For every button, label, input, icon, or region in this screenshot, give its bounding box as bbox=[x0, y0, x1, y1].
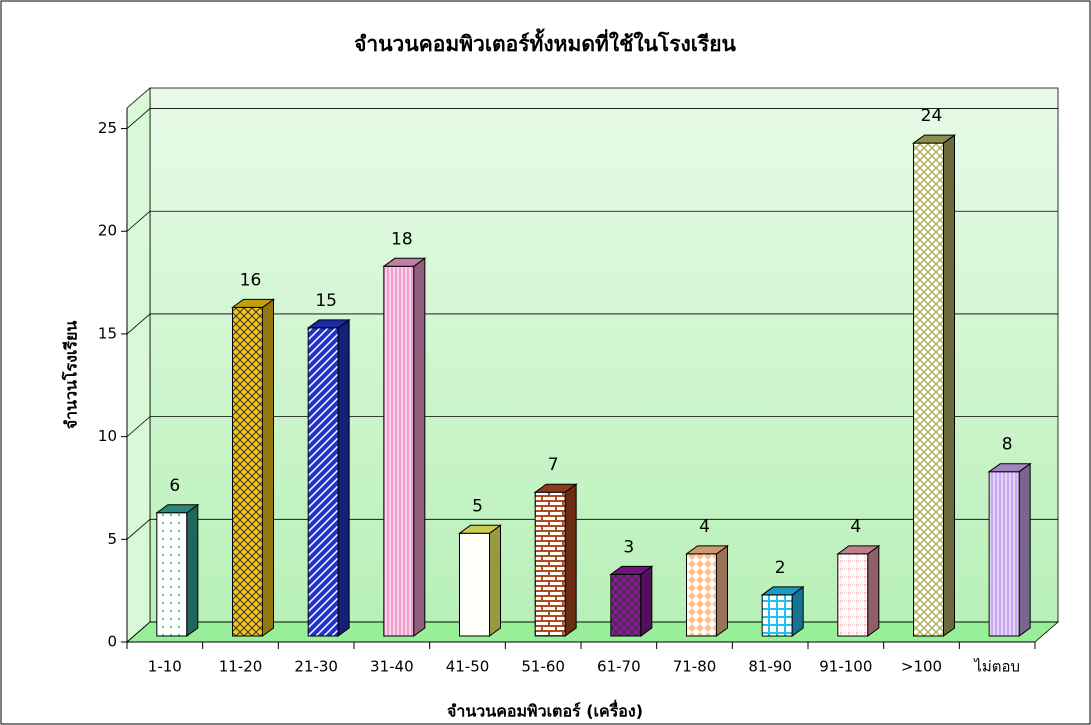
value-label: 15 bbox=[315, 291, 337, 311]
bar-side bbox=[413, 257, 426, 637]
value-label: 3 bbox=[623, 537, 634, 557]
bar-front bbox=[459, 532, 490, 637]
x-axis-title: จำนวนคอมพิวเตอร์ (เครื่อง) bbox=[447, 700, 643, 721]
chart-title: จำนวนคอมพิวเตอร์ทั้งหมดที่ใช้ในโรงเรียน bbox=[354, 28, 736, 56]
bar-front bbox=[913, 142, 944, 637]
bar-top bbox=[533, 483, 578, 493]
grid-line bbox=[126, 519, 151, 540]
bar bbox=[533, 483, 578, 637]
x-tick-label: 91-100 bbox=[819, 658, 872, 676]
grid-line bbox=[126, 416, 151, 437]
bar-top bbox=[684, 545, 730, 555]
x-tick-label: 1-10 bbox=[148, 658, 182, 676]
grid-line bbox=[126, 108, 151, 129]
bar-front bbox=[383, 265, 415, 637]
y-axis-title: จำนวนโรงเรียน bbox=[61, 321, 81, 430]
value-label: 5 bbox=[472, 496, 483, 516]
y-tick-label: 5 bbox=[107, 530, 117, 548]
value-label: 4 bbox=[699, 517, 710, 537]
bar-top bbox=[230, 298, 276, 308]
bar bbox=[457, 524, 503, 637]
bar-front bbox=[686, 553, 717, 637]
bar-top bbox=[760, 586, 805, 596]
y-tick-label: 0 bbox=[107, 633, 117, 651]
bar-front bbox=[988, 471, 1020, 637]
x-tick-label: 51-60 bbox=[521, 658, 565, 676]
x-tick-label: 11-20 bbox=[219, 658, 263, 676]
grid-line bbox=[126, 313, 151, 335]
bar-top bbox=[306, 319, 351, 329]
bar-top bbox=[609, 565, 654, 575]
bar-side bbox=[337, 318, 350, 637]
bar-front bbox=[761, 594, 793, 637]
bar-front bbox=[232, 306, 263, 637]
bar-side bbox=[867, 544, 880, 637]
bar-front bbox=[837, 553, 869, 637]
y-tick-label: 10 bbox=[98, 427, 117, 445]
bar-side bbox=[564, 483, 577, 637]
bar bbox=[155, 503, 200, 637]
bar-side bbox=[489, 524, 501, 637]
value-label: 6 bbox=[169, 476, 180, 496]
x-tick-label: 21-30 bbox=[294, 658, 338, 676]
bar-side bbox=[186, 503, 199, 637]
y-tick-label: 15 bbox=[98, 324, 117, 342]
value-label: 18 bbox=[391, 229, 413, 249]
x-tick-label: 41-50 bbox=[446, 658, 490, 676]
x-tick-label: 81-90 bbox=[748, 658, 792, 676]
value-label: 4 bbox=[850, 517, 861, 537]
bar bbox=[382, 257, 427, 637]
value-label: 8 bbox=[1002, 435, 1013, 455]
bar-front bbox=[610, 573, 642, 637]
value-label: 2 bbox=[775, 558, 786, 578]
bar-top bbox=[987, 463, 1032, 473]
bar-side bbox=[943, 134, 955, 637]
bar-side bbox=[640, 565, 653, 637]
bar bbox=[987, 462, 1032, 637]
bar bbox=[306, 318, 351, 637]
bar bbox=[609, 565, 654, 637]
grid-line bbox=[126, 210, 151, 232]
bar-front bbox=[307, 327, 339, 637]
bar-top bbox=[911, 134, 957, 144]
bar-side bbox=[262, 298, 274, 637]
value-label: 24 bbox=[921, 106, 943, 126]
bar-top bbox=[155, 504, 200, 514]
x-tick-label: ไม่ตอบ bbox=[973, 658, 1020, 676]
bar bbox=[836, 544, 881, 637]
bar-side bbox=[1018, 462, 1031, 637]
bar-front bbox=[534, 491, 566, 637]
bar-top bbox=[382, 257, 427, 267]
bar bbox=[230, 298, 276, 637]
bar bbox=[684, 544, 730, 637]
x-tick-label: 71-80 bbox=[673, 658, 717, 676]
bar-top bbox=[457, 524, 503, 534]
bar-front bbox=[156, 512, 188, 637]
y-tick-label: 20 bbox=[98, 222, 117, 240]
bar-side bbox=[716, 544, 728, 637]
value-label: 16 bbox=[240, 270, 262, 290]
x-tick-label: >100 bbox=[901, 658, 942, 676]
x-tick-label: 31-40 bbox=[370, 658, 414, 676]
bar bbox=[911, 134, 957, 637]
side-wall bbox=[126, 87, 151, 643]
x-tick-label: 61-70 bbox=[597, 658, 641, 676]
bar bbox=[760, 585, 805, 637]
value-label: 7 bbox=[548, 455, 559, 475]
bar-top bbox=[836, 545, 881, 555]
grid-line bbox=[126, 621, 151, 643]
y-tick-label: 25 bbox=[98, 119, 117, 137]
